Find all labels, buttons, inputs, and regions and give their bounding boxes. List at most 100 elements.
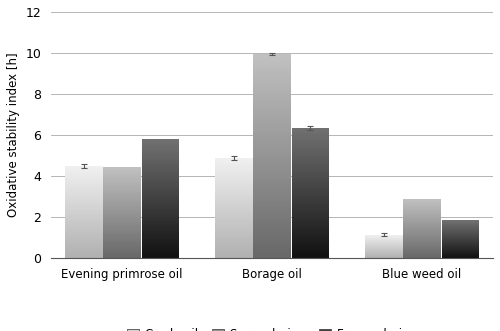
Bar: [404, 210, 441, 211]
Bar: [215, 249, 252, 251]
Bar: [65, 198, 102, 199]
Bar: [254, 151, 291, 154]
Bar: [142, 240, 179, 242]
Bar: [292, 255, 329, 257]
Bar: [292, 219, 329, 221]
Bar: [104, 206, 141, 207]
Bar: [442, 248, 479, 249]
Bar: [292, 257, 329, 258]
Bar: [215, 170, 252, 171]
Bar: [142, 185, 179, 187]
Bar: [65, 170, 102, 171]
Bar: [215, 228, 252, 229]
Bar: [404, 230, 441, 231]
Bar: [215, 165, 252, 166]
Bar: [65, 211, 102, 212]
Bar: [65, 167, 102, 168]
Bar: [65, 204, 102, 205]
Bar: [215, 183, 252, 184]
Bar: [65, 220, 102, 221]
Bar: [292, 252, 329, 253]
Bar: [215, 175, 252, 176]
Bar: [215, 212, 252, 213]
Bar: [292, 168, 329, 170]
Bar: [104, 177, 141, 178]
Bar: [65, 189, 102, 190]
Bar: [142, 209, 179, 211]
Bar: [215, 232, 252, 233]
Bar: [104, 186, 141, 187]
Bar: [65, 253, 102, 254]
Bar: [65, 248, 102, 249]
Bar: [142, 227, 179, 228]
Bar: [254, 207, 291, 210]
Bar: [254, 194, 291, 197]
Bar: [65, 180, 102, 181]
Bar: [104, 183, 141, 184]
Bar: [104, 216, 141, 217]
Bar: [142, 166, 179, 167]
Bar: [404, 252, 441, 253]
Bar: [104, 257, 141, 258]
Bar: [404, 242, 441, 243]
Bar: [404, 212, 441, 213]
Bar: [65, 177, 102, 178]
Bar: [254, 248, 291, 251]
Bar: [142, 142, 179, 144]
Bar: [292, 226, 329, 227]
Bar: [215, 225, 252, 227]
Bar: [142, 151, 179, 153]
Bar: [404, 236, 441, 237]
Bar: [404, 253, 441, 254]
Bar: [292, 134, 329, 136]
Bar: [65, 219, 102, 220]
Bar: [404, 231, 441, 232]
Bar: [254, 202, 291, 205]
Bar: [142, 181, 179, 182]
Bar: [65, 223, 102, 225]
Bar: [65, 221, 102, 222]
Bar: [442, 221, 479, 222]
Bar: [292, 141, 329, 143]
Bar: [404, 244, 441, 245]
Bar: [292, 247, 329, 248]
Bar: [142, 165, 179, 166]
Bar: [215, 164, 252, 165]
Bar: [215, 181, 252, 183]
Bar: [442, 245, 479, 246]
Bar: [404, 220, 441, 221]
Bar: [215, 230, 252, 232]
Bar: [104, 212, 141, 213]
Bar: [65, 216, 102, 218]
Bar: [292, 167, 329, 168]
Bar: [254, 141, 291, 143]
Bar: [104, 254, 141, 255]
Bar: [215, 189, 252, 190]
Bar: [142, 179, 179, 181]
Bar: [292, 242, 329, 244]
Bar: [104, 215, 141, 216]
Bar: [404, 233, 441, 234]
Bar: [404, 217, 441, 218]
Bar: [65, 191, 102, 192]
Bar: [254, 120, 291, 123]
Bar: [215, 198, 252, 199]
Bar: [142, 147, 179, 148]
Bar: [404, 204, 441, 205]
Bar: [142, 172, 179, 173]
Bar: [65, 215, 102, 216]
Bar: [142, 156, 179, 157]
Bar: [104, 242, 141, 243]
Bar: [292, 198, 329, 200]
Bar: [404, 200, 441, 201]
Bar: [65, 203, 102, 204]
Bar: [65, 255, 102, 256]
Bar: [292, 129, 329, 131]
Bar: [215, 207, 252, 208]
Bar: [254, 253, 291, 256]
Bar: [292, 227, 329, 229]
Bar: [404, 201, 441, 202]
Bar: [65, 209, 102, 210]
Bar: [142, 150, 179, 151]
Bar: [104, 233, 141, 234]
